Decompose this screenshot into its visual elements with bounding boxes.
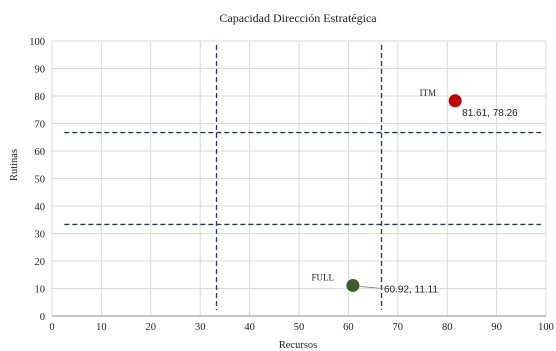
x-tick-label: 70: [393, 322, 404, 333]
point-value-label: 60.92, 11.11: [384, 284, 439, 295]
x-tick-label: 80: [442, 322, 453, 333]
chart-title: Capacidad Dirección Estratégica: [219, 11, 377, 25]
data-point: [346, 278, 360, 292]
y-tick-label: 70: [35, 120, 46, 131]
x-tick-label: 10: [96, 322, 107, 333]
y-tick-label: 10: [35, 285, 46, 296]
x-tick-label: 0: [49, 322, 54, 333]
y-tick-label: 20: [35, 257, 46, 268]
y-tick-label: 90: [35, 65, 46, 76]
x-tick-labels: 0 10 20 30 40 50 60 70 80 90 100: [49, 322, 554, 333]
x-tick-label: 40: [244, 322, 255, 333]
data-points: ITM 81.61, 78.26 FULL 60.92, 11.11: [311, 88, 518, 296]
y-tick-label: 0: [40, 312, 45, 323]
point-value-label: 81.61, 78.26: [462, 108, 518, 119]
y-axis-label: Rutinas: [9, 149, 20, 181]
y-tick-labels: 0 10 20 30 40 50 60 70 80 90 100: [29, 37, 45, 323]
y-tick-label: 50: [35, 175, 46, 186]
x-tick-label: 60: [343, 322, 354, 333]
y-tick-label: 80: [35, 92, 46, 103]
grid: [51, 40, 547, 317]
x-tick-label: 20: [146, 322, 157, 333]
data-point: [448, 94, 462, 108]
y-tick-label: 40: [35, 202, 46, 213]
y-tick-label: 60: [35, 147, 46, 158]
x-tick-label: 50: [294, 322, 305, 333]
point-name-label: ITM: [420, 88, 437, 98]
y-tick-label: 30: [35, 230, 46, 241]
reference-lines: [64, 45, 542, 310]
x-tick-label: 30: [195, 322, 206, 333]
y-tick-label: 100: [29, 37, 45, 48]
label-leader-line: [358, 286, 383, 289]
point-name-label: FULL: [311, 272, 334, 282]
x-tick-label: 90: [491, 322, 502, 333]
x-tick-label: 100: [538, 322, 554, 333]
x-axis-label: Recursos: [279, 340, 318, 351]
